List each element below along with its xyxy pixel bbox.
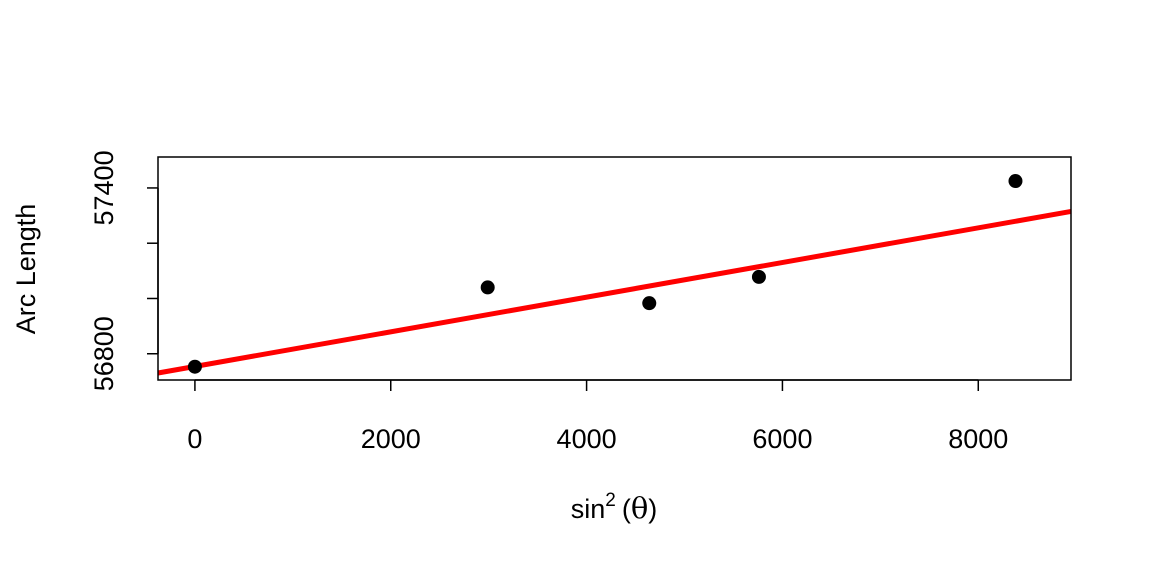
plot-marks — [157, 174, 1072, 376]
data-point-4 — [751, 269, 766, 284]
y-tick-label: 57400 — [89, 150, 119, 225]
y-axis: 56800 57400 — [89, 150, 159, 391]
data-point-5 — [1008, 174, 1023, 189]
x-tick-label: 0 — [187, 424, 202, 454]
regression-line — [157, 208, 1072, 376]
x-tick-label: 4000 — [557, 424, 617, 454]
x-axis: 0 2000 4000 6000 8000 — [187, 379, 1008, 454]
y-tick-label: 56800 — [89, 316, 119, 391]
data-point-1 — [187, 359, 202, 374]
y-axis-title: Arc Length — [11, 204, 41, 335]
x-tick-label: 6000 — [752, 424, 812, 454]
x-tick-label: 2000 — [361, 424, 421, 454]
data-point-2 — [480, 280, 495, 295]
x-axis-title: sin2 (θ) — [571, 490, 658, 525]
data-point-3 — [642, 296, 657, 311]
x-tick-label: 8000 — [948, 424, 1008, 454]
